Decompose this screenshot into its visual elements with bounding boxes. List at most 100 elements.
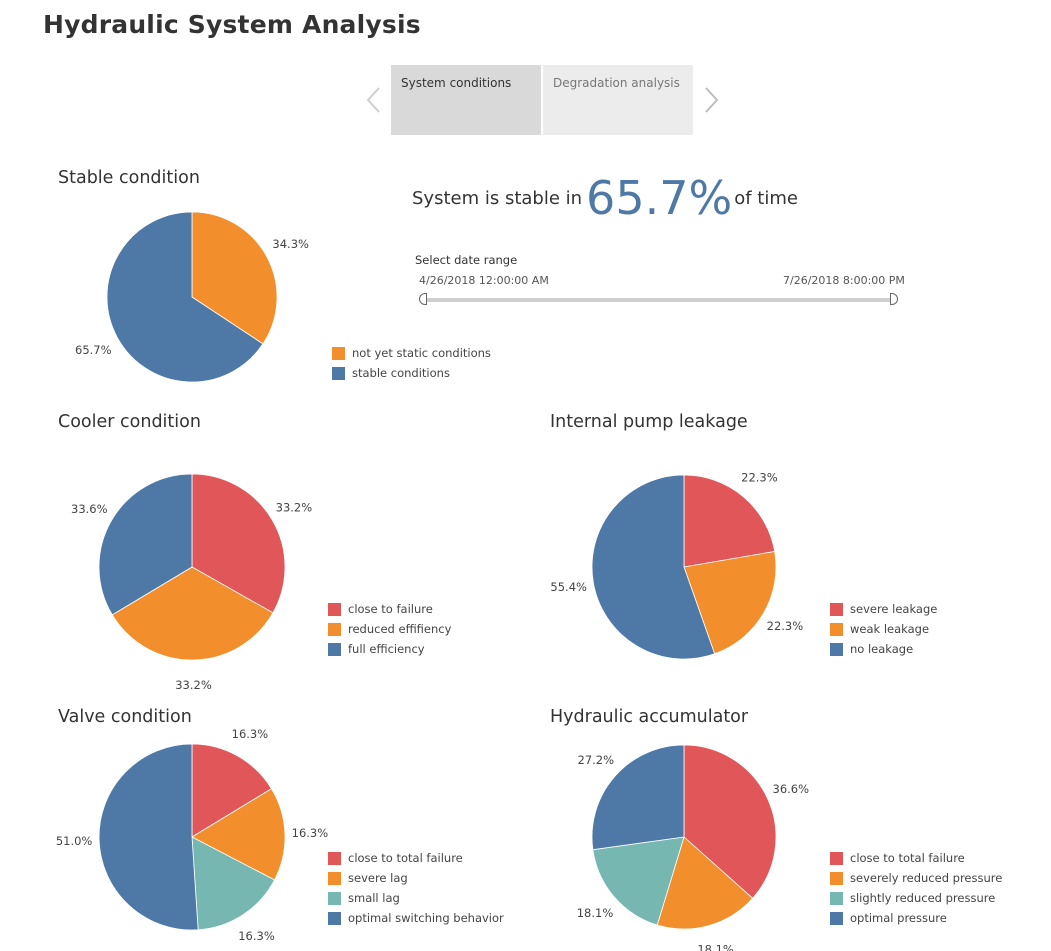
legend-item[interactable]: severely reduced pressure (830, 868, 1002, 888)
legend-item[interactable]: small lag (328, 888, 504, 908)
legend-label: close to total failure (348, 851, 463, 865)
legend-label: weak leakage (850, 622, 930, 636)
legend-item[interactable]: full efficiency (328, 639, 451, 659)
stability-summary: System is stable in 65.7% of time (412, 168, 798, 228)
pie-slice-label: 34.3% (272, 237, 309, 251)
legend-label: optimal switching behavior (348, 911, 504, 925)
tab-degradation-analysis[interactable]: Degradation analysis (543, 65, 693, 135)
legend-swatch (328, 642, 341, 656)
date-range-start-handle[interactable] (419, 293, 427, 305)
summary-prefix: System is stable in (412, 187, 583, 209)
legend-swatch (830, 851, 843, 865)
pie-slice-label: 27.2% (578, 753, 615, 767)
pie-slice-label: 65.7% (75, 343, 112, 357)
legend-swatch (332, 346, 345, 360)
pie-slice[interactable] (106, 211, 264, 383)
legend-label: not yet static conditions (352, 346, 491, 360)
pie-slice-label: 22.3% (741, 471, 778, 485)
legend-label: no leakage (850, 642, 914, 656)
pie-slice-label: 51.0% (56, 834, 93, 848)
pie-slice-label: 16.3% (292, 826, 329, 840)
legend-label: slightly reduced pressure (850, 891, 996, 905)
legend-item[interactable]: close to total failure (830, 848, 1002, 868)
chart-title-hydraulic-accumulator: Hydraulic accumulator (550, 707, 749, 727)
date-range-start: 4/26/2018 12:00:00 AM (419, 274, 549, 287)
chevron-right-icon[interactable] (701, 86, 721, 114)
pie-slice[interactable] (683, 744, 777, 899)
legend-label: small lag (348, 891, 400, 905)
pie-slice-label: 36.6% (773, 782, 810, 796)
legend-swatch (830, 911, 843, 925)
legend-label: close to failure (348, 602, 433, 616)
legend-item[interactable]: close to failure (328, 599, 451, 619)
pie-slice[interactable] (656, 836, 754, 930)
pie-slice[interactable] (191, 743, 273, 838)
pie-slice-label: 16.3% (238, 929, 275, 943)
legend-item[interactable]: weak leakage (830, 619, 937, 639)
legend-cooler-condition: close to failure reduced effifiency full e… (328, 599, 451, 659)
legend-item[interactable]: optimal switching behavior (328, 908, 504, 928)
legend-valve-condition: close to total failure severe lag small la… (328, 848, 504, 928)
pie-slice[interactable] (591, 474, 716, 660)
chart-title-internal-pump-leakage: Internal pump leakage (550, 412, 748, 432)
legend-item[interactable]: optimal pressure (830, 908, 1002, 928)
legend-internal-pump-leakage: severe leakage weak leakage no leakage (830, 599, 937, 659)
pie-slice[interactable] (191, 788, 286, 881)
legend-item[interactable]: no leakage (830, 639, 937, 659)
legend-label: severe leakage (850, 602, 938, 616)
legend-label: severely reduced pressure (850, 871, 1003, 885)
summary-value: 65.7% (586, 171, 733, 225)
legend-item[interactable]: severe leakage (830, 599, 937, 619)
legend-swatch (830, 891, 843, 905)
pie-slice-label: 18.1% (577, 906, 614, 920)
pie-slice[interactable] (98, 743, 199, 931)
legend-swatch (328, 851, 341, 865)
legend-item[interactable]: reduced effifiency (328, 619, 451, 639)
legend-label: stable conditions (352, 366, 450, 380)
legend-swatch (328, 911, 341, 925)
date-range-label: Select date range (415, 253, 518, 267)
pie-slice[interactable] (111, 566, 274, 661)
legend-item[interactable]: stable conditions (332, 363, 491, 383)
pie-slice[interactable] (191, 836, 276, 931)
date-range-end: 7/26/2018 8:00:00 PM (783, 274, 905, 287)
legend-swatch (328, 891, 341, 905)
pie-slice-label: 55.4% (550, 580, 587, 594)
pie-slice[interactable] (683, 474, 776, 568)
chevron-left-icon[interactable] (364, 86, 384, 114)
legend-swatch (332, 366, 345, 380)
legend-label: close to total failure (850, 851, 965, 865)
pie-slice[interactable] (591, 744, 685, 851)
summary-suffix: of time (734, 187, 798, 209)
legend-item[interactable]: slightly reduced pressure (830, 888, 1002, 908)
pie-slice[interactable] (191, 473, 286, 614)
chart-title-cooler-condition: Cooler condition (58, 412, 201, 432)
pie-slice[interactable] (592, 836, 685, 926)
legend-hydraulic-accumulator: close to total failure severely reduced p… (830, 848, 1002, 928)
pie-slice[interactable] (683, 551, 777, 655)
legend-item[interactable]: severe lag (328, 868, 504, 888)
pie-slice[interactable] (98, 473, 193, 616)
legend-swatch (830, 602, 843, 616)
date-range-end-handle[interactable] (890, 293, 898, 305)
pie-slice-label: 18.1% (697, 943, 734, 951)
chart-title-stable-condition: Stable condition (58, 168, 200, 188)
date-range-slider[interactable] (425, 298, 895, 302)
legend-swatch (830, 871, 843, 885)
pie-slice-label: 33.2% (276, 501, 313, 515)
legend-label: severe lag (348, 871, 408, 885)
tab-system-conditions[interactable]: System conditions (391, 65, 541, 135)
pie-slice-label: 22.3% (767, 619, 804, 633)
legend-item[interactable]: close to total failure (328, 848, 504, 868)
legend-item[interactable]: not yet static conditions (332, 343, 491, 363)
legend-swatch (830, 622, 843, 636)
page-title: Hydraulic System Analysis (43, 10, 421, 39)
legend-swatch (328, 602, 341, 616)
pie-slice-label: 16.3% (232, 727, 269, 741)
legend-label: reduced effifiency (348, 622, 452, 636)
